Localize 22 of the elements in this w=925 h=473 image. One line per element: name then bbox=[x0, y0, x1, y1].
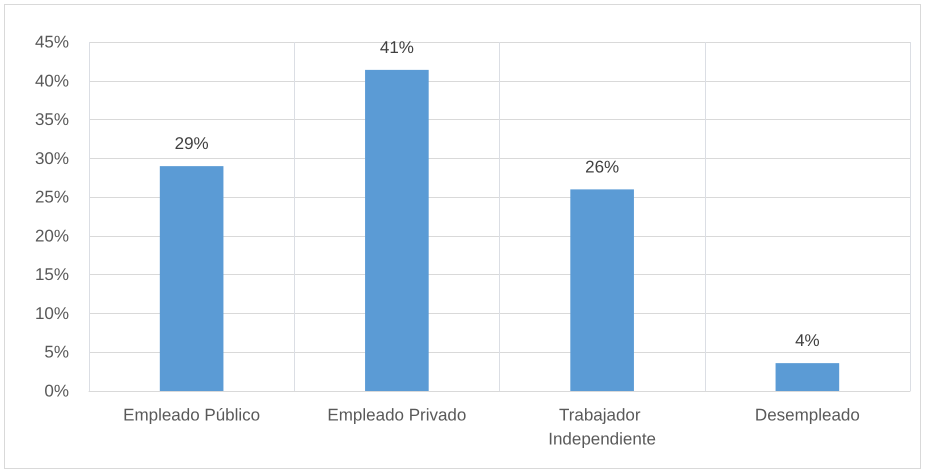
y-tick-label: 35% bbox=[34, 110, 69, 130]
bar bbox=[365, 70, 429, 391]
y-tick-label: 45% bbox=[34, 32, 69, 52]
y-tick-label: 0% bbox=[44, 382, 69, 400]
y-tick-label: 10% bbox=[34, 304, 69, 323]
x-tick-label: Desempleado bbox=[754, 406, 860, 424]
y-tick-label: 40% bbox=[34, 71, 69, 90]
y-tick-label: 25% bbox=[34, 188, 69, 207]
x-tick-label: Empleado Privado bbox=[327, 406, 466, 424]
bar bbox=[570, 189, 634, 391]
y-tick-label: 30% bbox=[34, 148, 69, 168]
x-tick-label: Empleado Público bbox=[123, 406, 260, 424]
y-tick-label: 20% bbox=[34, 226, 69, 246]
bar bbox=[160, 166, 224, 391]
bar bbox=[776, 363, 840, 391]
y-tick-label: 5% bbox=[44, 342, 69, 362]
data-label: 4% bbox=[795, 331, 820, 350]
data-label: 41% bbox=[380, 38, 414, 57]
data-label: 26% bbox=[585, 157, 620, 176]
data-label: 29% bbox=[174, 134, 209, 154]
x-tick-label: Trabajador Independiente bbox=[548, 406, 656, 448]
y-tick-label: 15% bbox=[34, 265, 69, 284]
